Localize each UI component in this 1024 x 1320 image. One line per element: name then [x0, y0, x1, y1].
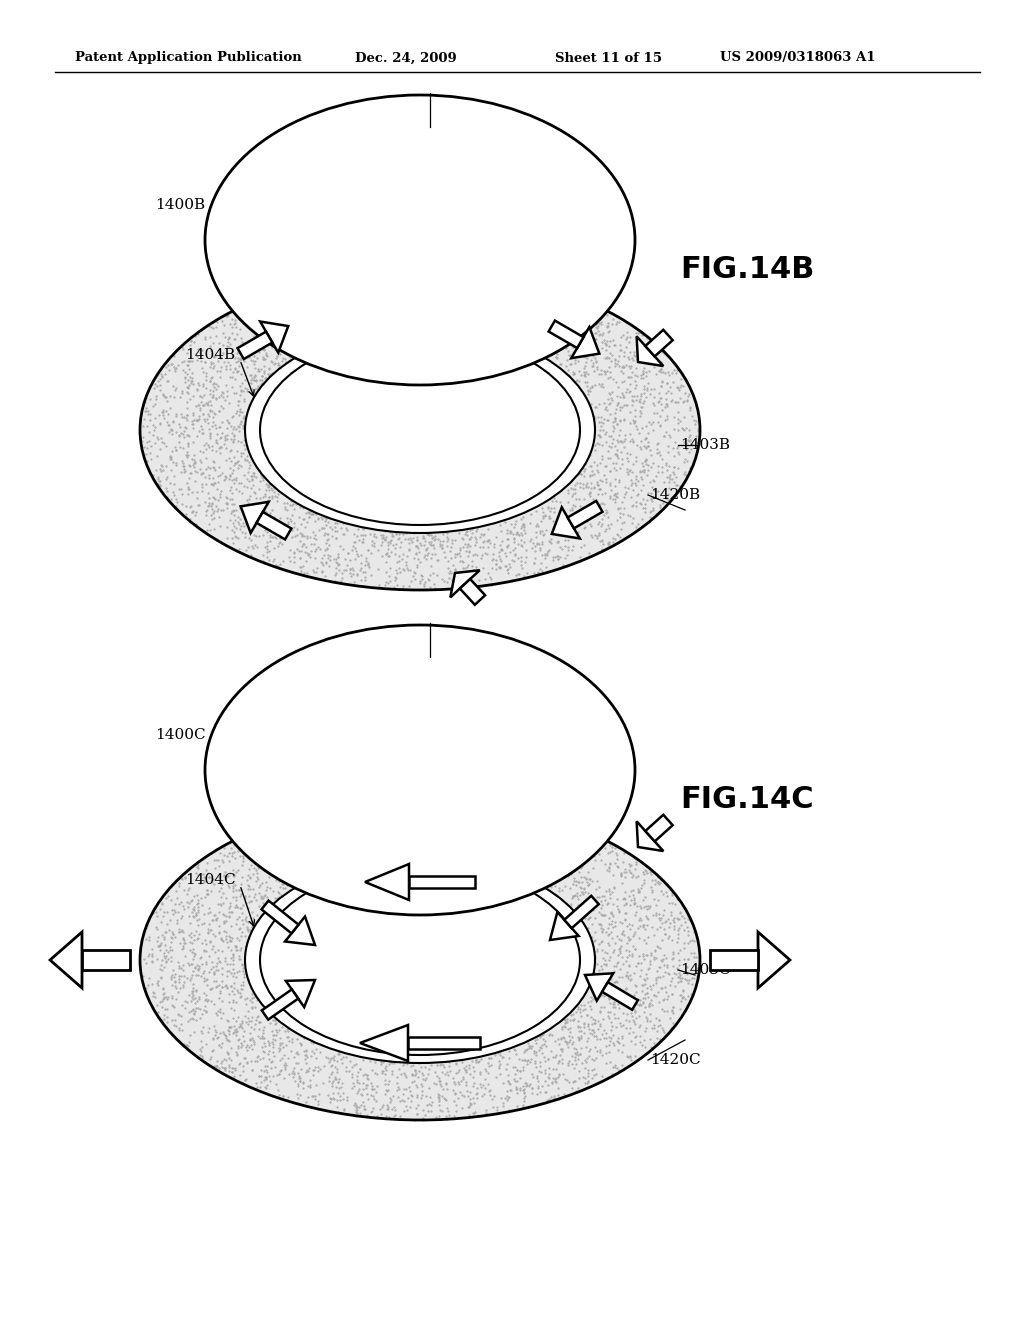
Polygon shape — [82, 950, 130, 970]
Polygon shape — [451, 570, 479, 598]
Polygon shape — [571, 327, 599, 358]
Polygon shape — [241, 502, 268, 533]
Polygon shape — [285, 916, 315, 945]
Text: 1403C: 1403C — [680, 964, 730, 977]
Text: Patent Application Publication: Patent Application Publication — [75, 51, 302, 65]
Text: 1420C: 1420C — [650, 1053, 700, 1067]
Polygon shape — [262, 990, 298, 1019]
Text: FIG.14C: FIG.14C — [680, 785, 814, 814]
Polygon shape — [365, 865, 409, 900]
Ellipse shape — [260, 865, 580, 1055]
Text: 1400C: 1400C — [155, 729, 206, 742]
Polygon shape — [408, 1036, 480, 1049]
Text: FIG.14B: FIG.14B — [680, 256, 814, 285]
Polygon shape — [602, 982, 638, 1010]
Ellipse shape — [245, 327, 595, 533]
Polygon shape — [550, 912, 579, 940]
Ellipse shape — [205, 624, 635, 915]
Text: 1403B: 1403B — [680, 438, 730, 451]
Ellipse shape — [140, 271, 700, 590]
Polygon shape — [261, 900, 299, 933]
Polygon shape — [360, 1026, 408, 1061]
Text: Sheet 11 of 15: Sheet 11 of 15 — [555, 51, 662, 65]
Text: Dec. 24, 2009: Dec. 24, 2009 — [355, 51, 457, 65]
Polygon shape — [460, 579, 485, 605]
Text: US 2009/0318063 A1: US 2009/0318063 A1 — [720, 51, 876, 65]
Polygon shape — [710, 950, 758, 970]
Polygon shape — [552, 507, 580, 539]
Polygon shape — [257, 512, 292, 540]
Text: 1404B: 1404B — [185, 348, 236, 362]
Polygon shape — [567, 500, 602, 528]
Text: 1401C: 1401C — [415, 642, 465, 655]
Polygon shape — [645, 330, 673, 356]
Polygon shape — [637, 337, 664, 366]
Text: 1420B: 1420B — [650, 488, 700, 502]
Polygon shape — [758, 932, 790, 987]
Polygon shape — [50, 932, 82, 987]
Ellipse shape — [260, 335, 580, 525]
Text: 1404C: 1404C — [185, 873, 236, 887]
Text: 1400B: 1400B — [155, 198, 205, 213]
Polygon shape — [286, 979, 315, 1007]
Polygon shape — [409, 875, 475, 888]
Polygon shape — [585, 973, 613, 1001]
Polygon shape — [260, 322, 288, 352]
Ellipse shape — [205, 95, 635, 385]
Polygon shape — [549, 321, 584, 348]
Polygon shape — [645, 814, 673, 841]
Ellipse shape — [245, 857, 595, 1063]
Polygon shape — [564, 896, 599, 928]
Polygon shape — [238, 331, 272, 359]
Ellipse shape — [140, 800, 700, 1119]
Text: 1401B: 1401B — [415, 111, 465, 125]
Polygon shape — [637, 821, 664, 851]
